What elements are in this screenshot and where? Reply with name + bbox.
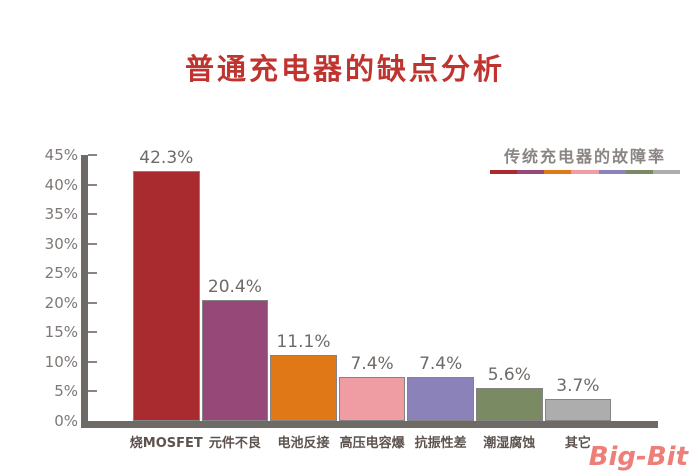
y-tick-mark (88, 272, 97, 275)
x-axis-line (81, 421, 658, 428)
legend-color-segment (598, 170, 626, 174)
legend-color-segment (517, 170, 545, 174)
y-tick-mark (88, 390, 97, 393)
category-label: 元件不良 (208, 436, 261, 451)
y-tick-mark (88, 242, 97, 245)
legend-color-strip (490, 170, 680, 174)
bar-value-label: 20.4% (207, 277, 262, 297)
bar-高压电容爆 (338, 377, 406, 421)
category-label: 其它 (564, 436, 591, 451)
bigbit-watermark: Big-Bit (588, 442, 688, 471)
y-tick-label: 5% (54, 382, 78, 401)
bar-value-label: 11.1% (276, 332, 331, 352)
category-label: 抗振性差 (414, 436, 467, 451)
y-tick-mark (88, 331, 97, 334)
legend-color-segment (544, 170, 572, 174)
legend-label: 传统充电器的故障率 (503, 147, 666, 166)
category-label: 烧MOSFET (129, 436, 203, 451)
category-label: 潮湿腐蚀 (483, 436, 536, 451)
bar-value-label: 7.4% (350, 354, 394, 374)
y-tick-label: 0% (54, 412, 78, 430)
bar-value-label: 42.3% (139, 148, 194, 168)
y-tick-label: 10% (44, 352, 78, 371)
y-tick-label: 15% (44, 323, 78, 342)
legend-color-segment (625, 170, 653, 174)
bar-抗振性差 (407, 377, 474, 421)
y-tick-label: 40% (44, 175, 78, 194)
y-tick-mark (88, 301, 97, 304)
legend: 传统充电器的故障率 (490, 143, 680, 174)
category-label: 高压电容爆 (339, 436, 405, 451)
chart-title: 普通充电器的缺点分析 (184, 52, 505, 86)
y-tick-label: 35% (44, 205, 78, 224)
bar-潮湿腐蚀 (476, 388, 543, 421)
bar-元件不良 (201, 300, 269, 421)
y-tick-label: 25% (44, 264, 78, 283)
bar-value-label: 5.6% (487, 365, 531, 385)
bar-value-label: 7.4% (419, 354, 463, 374)
legend-color-segment (490, 170, 518, 174)
y-axis-line (81, 155, 88, 428)
bar-value-label: 3.7% (556, 376, 600, 396)
y-tick-label: 30% (44, 234, 78, 253)
y-tick-label: 20% (44, 293, 78, 312)
bar-其它 (544, 399, 612, 421)
legend-color-segment (571, 170, 599, 174)
y-tick-mark (88, 154, 97, 156)
bar-烧MOSFET (133, 171, 200, 421)
bar-电池反接 (270, 355, 337, 421)
y-tick-mark (88, 213, 97, 216)
y-tick-mark (88, 183, 97, 186)
y-tick-mark (88, 360, 97, 363)
legend-color-segment (652, 170, 680, 174)
category-label: 电池反接 (277, 436, 330, 451)
y-tick-label: 45% (44, 146, 78, 164)
